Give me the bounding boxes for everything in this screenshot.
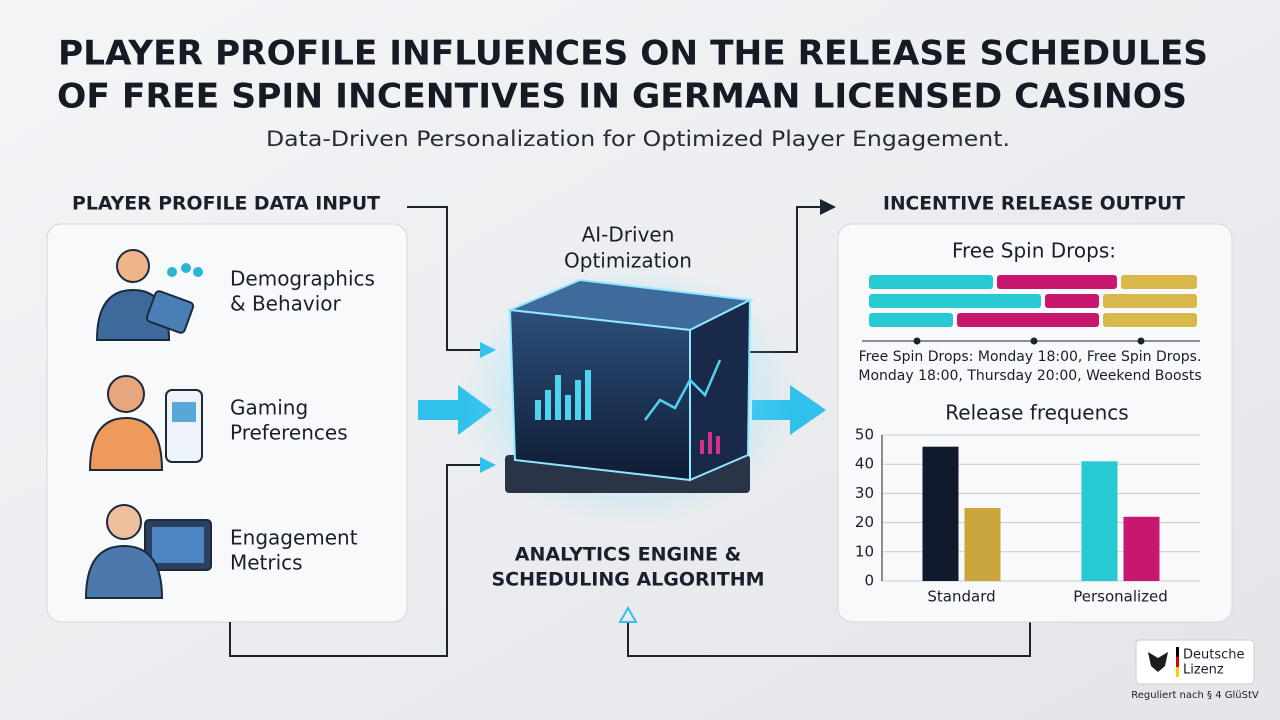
section-heading: PLAYER PROFILE DATA INPUT	[72, 193, 380, 215]
input-item: Engagement	[230, 526, 358, 550]
input-item: Gaming	[230, 396, 308, 420]
badge-text: Deutsche	[1183, 648, 1245, 663]
engine-label: ANALYTICS ENGINE &	[515, 544, 741, 566]
title: PLAYER PROFILE INFLUENCES ON THE RELEASE…	[58, 34, 1208, 74]
eagle-icon	[1148, 647, 1179, 677]
drops-note: Free Spin Drops: Monday 18:00, Free Spin…	[859, 349, 1202, 365]
bar	[1123, 516, 1160, 581]
person-icon	[88, 375, 203, 471]
y-tick-label: 20	[855, 513, 874, 531]
y-tick-label: 30	[855, 484, 874, 502]
input-item: Metrics	[230, 551, 303, 575]
title: OF FREE SPIN INCENTIVES IN GERMAN LICENS…	[57, 77, 1187, 117]
y-tick-label: 0	[864, 572, 874, 590]
badge-caption: Reguliert nach § 4 GlüStV	[1131, 690, 1259, 701]
drop-timeline	[862, 275, 1200, 345]
bar	[922, 446, 959, 581]
person-icon	[95, 249, 203, 341]
y-tick-label: 40	[855, 455, 874, 473]
x-tick-label: Personalized	[1073, 588, 1168, 606]
input-item: & Behavior	[230, 292, 342, 316]
engine-label: SCHEDULING ALGORITHM	[491, 569, 764, 591]
x-tick-label: Standard	[927, 588, 995, 606]
input-item: Demographics	[230, 267, 375, 291]
bar	[964, 508, 1001, 581]
y-tick-label: 10	[855, 542, 874, 560]
license-badge	[1135, 639, 1255, 685]
bar	[1081, 461, 1118, 581]
subtitle: Data-Driven Personalization for Optimize…	[266, 127, 1010, 151]
drops-title: Free Spin Drops:	[952, 239, 1116, 263]
y-tick-label: 50	[855, 426, 874, 444]
badge-text: Lizenz	[1183, 663, 1224, 678]
chart-title: Release frequencs	[945, 401, 1128, 425]
person-icon	[84, 504, 212, 599]
drops-note: Monday 18:00, Thursday 20:00, Weekend Bo…	[858, 368, 1201, 384]
bar-chart: 0 10 20 30 40 50 Standard Personalized	[855, 426, 1200, 606]
input-item: Preferences	[230, 421, 348, 445]
section-heading: INCENTIVE RELEASE OUTPUT	[883, 193, 1185, 215]
engine-label: AI-Driven	[582, 223, 675, 247]
cube	[458, 265, 798, 525]
